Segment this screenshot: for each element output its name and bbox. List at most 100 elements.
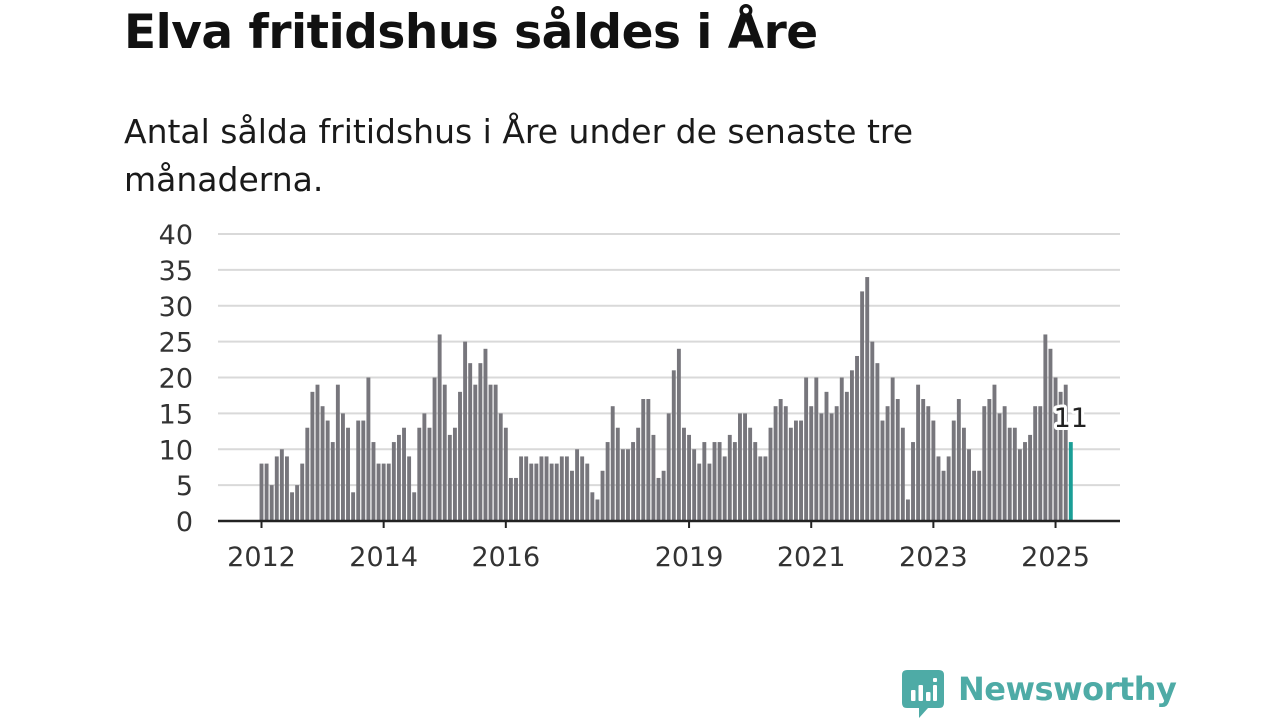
bar [615,427,620,521]
bar [890,377,895,521]
bar [977,470,982,521]
bar [1038,406,1043,521]
bar [834,406,839,521]
bar [743,413,747,522]
bar [1033,406,1038,521]
bar [646,399,651,521]
bar [417,427,422,521]
bar [458,391,462,521]
bar [493,384,498,521]
bar [961,427,966,521]
y-tick-label: 25 [159,328,193,359]
bar [895,399,900,521]
bar [529,463,534,521]
bar [554,463,559,521]
bar [503,427,508,521]
bar [860,291,865,521]
x-tick-label: 2012 [227,542,296,573]
y-tick-label: 40 [159,220,193,251]
bar [539,456,544,521]
y-tick-label: 15 [159,399,193,430]
bar [738,413,742,522]
bar [300,463,305,521]
bar [758,456,763,521]
bar [325,420,330,521]
bar [295,485,300,522]
bar [778,399,783,521]
bar [753,442,758,521]
bar [391,442,396,521]
bar [951,420,956,521]
bar [452,427,457,521]
bar [620,449,625,521]
bar [320,406,325,521]
bar [549,463,554,521]
newsworthy-logo-icon [902,670,944,718]
bar [692,449,697,521]
bar [285,456,289,521]
bar [916,384,921,521]
bar [335,384,340,521]
bar [712,442,717,521]
bar [849,370,854,521]
bar [274,456,279,521]
bar [315,384,320,521]
bar [340,413,345,522]
bar [361,420,366,521]
bar [519,456,524,521]
bars [259,277,1073,522]
x-tick-label: 2023 [899,542,968,573]
bar [264,463,269,521]
bar [570,470,574,521]
bar [595,499,600,521]
bar [926,406,931,521]
bar [819,413,824,522]
bar [269,485,274,522]
bar [1017,449,1022,521]
bar [697,463,702,521]
bar [483,348,488,521]
bar [1053,377,1058,521]
bar [600,470,605,521]
bar [946,456,951,521]
bar [921,399,926,521]
bar [488,384,493,521]
bar [575,449,580,521]
bar [259,463,264,521]
bar [855,355,859,521]
bar [524,456,529,521]
bar [911,442,915,521]
newsworthy-logo: Newsworthy [902,668,1177,720]
x-tick-label: 2025 [1021,542,1090,573]
bar [707,463,712,521]
bar [559,456,564,521]
bar [905,499,910,521]
bar [875,363,880,521]
bar [610,406,615,521]
bar [783,406,788,521]
bar [310,391,315,521]
y-tick-label: 20 [159,364,193,395]
bar [463,341,468,522]
bar [717,442,722,521]
bar [941,470,946,521]
bar [432,377,437,521]
bar [305,427,310,521]
bar [1002,406,1007,521]
bar [967,449,971,521]
bar [732,442,737,521]
x-axis-ticks: 2012 2014 2016 2019 2021 2023 2025 [227,521,1090,573]
bar [346,427,350,521]
y-axis-tick-labels: 0 5 10 15 20 25 30 35 40 [159,220,193,538]
chart-subtitle: Antal sålda fritidshus i Åre under de se… [124,112,914,199]
bar [580,456,585,521]
bar [972,470,977,521]
bar [814,377,819,521]
bar [661,470,666,521]
bar [1048,348,1053,521]
x-tick-label: 2021 [777,542,846,573]
bar [931,420,936,521]
bar [590,492,595,521]
bar [748,427,753,521]
bar [829,413,834,522]
